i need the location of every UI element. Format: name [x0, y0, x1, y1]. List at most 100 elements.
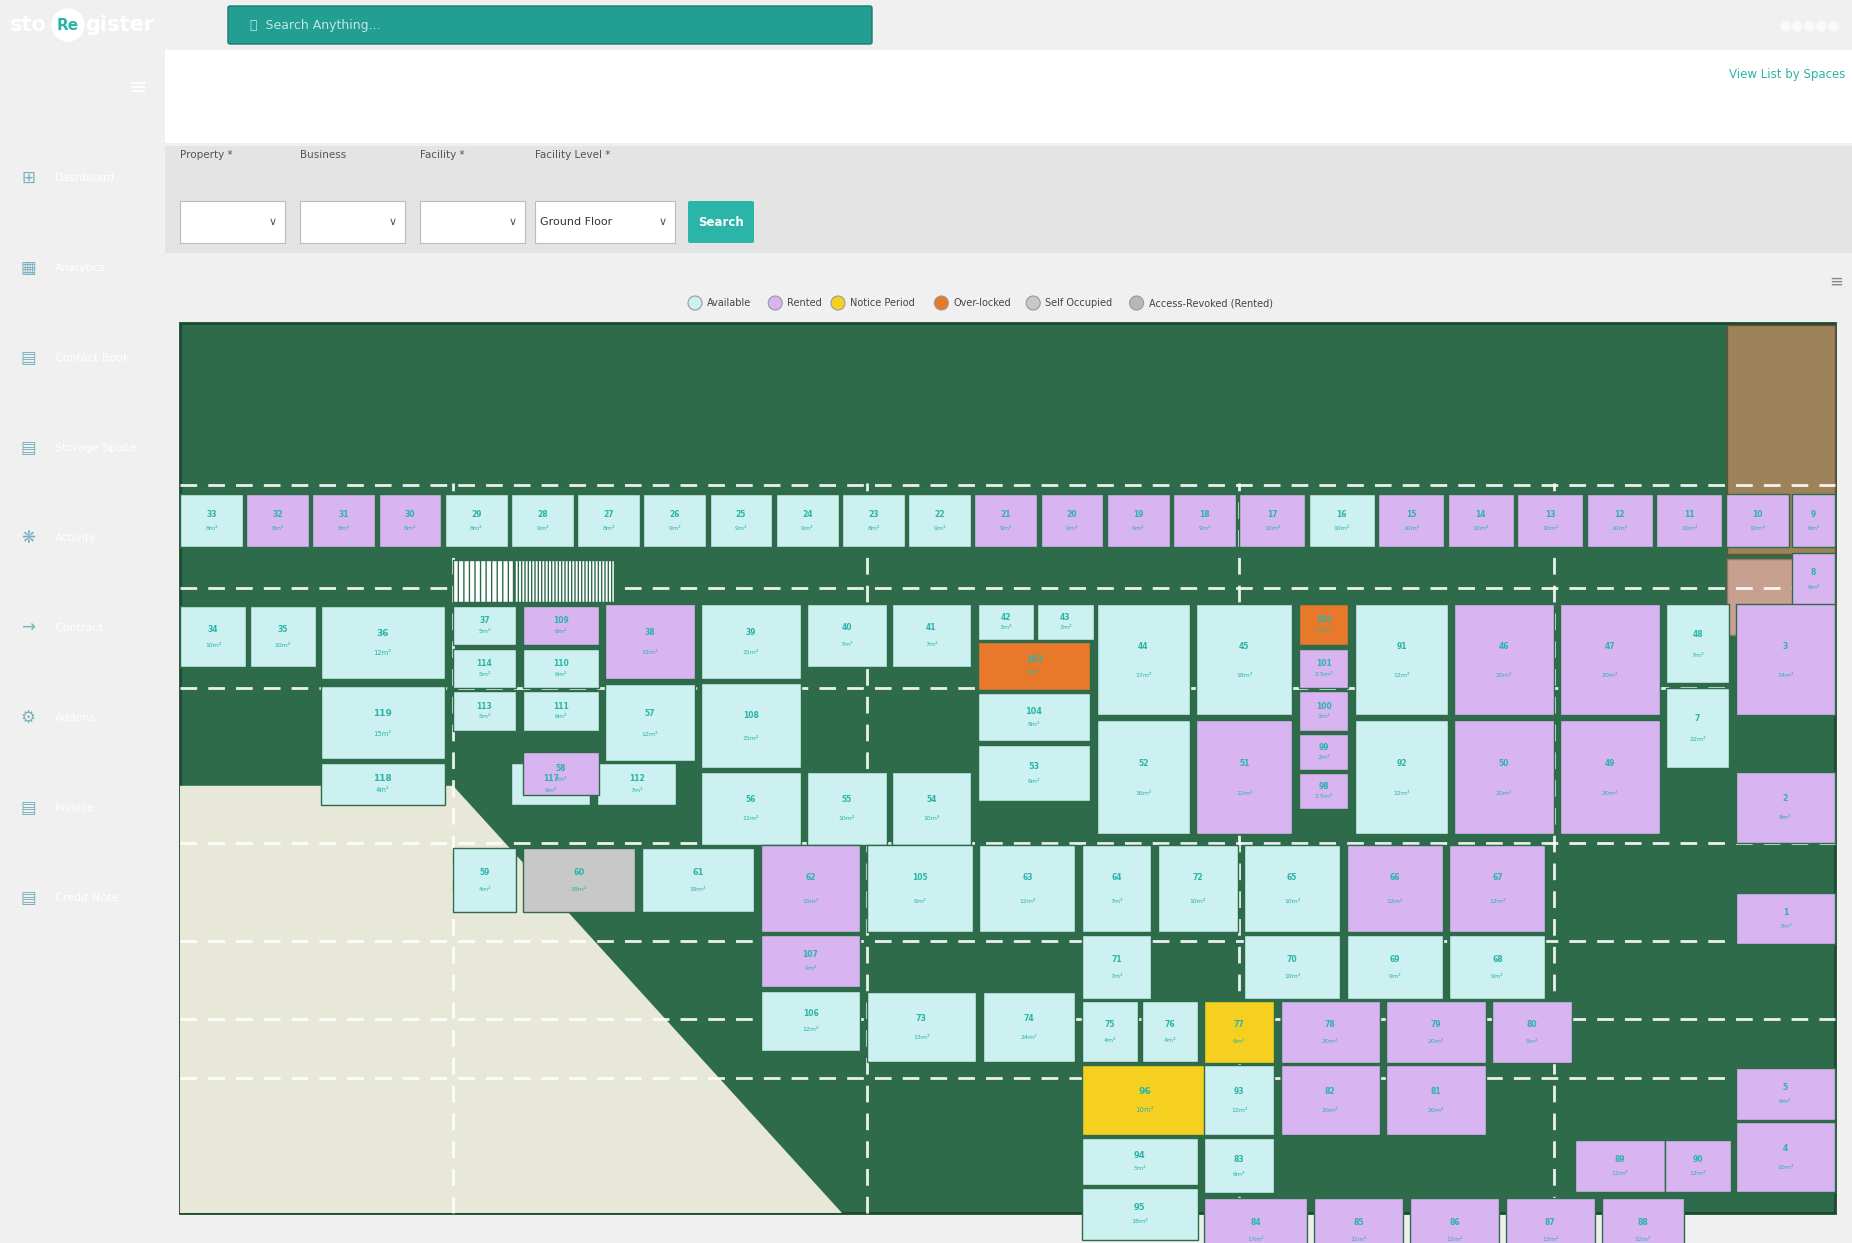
Text: 71: 71 — [1111, 955, 1122, 965]
Text: 9m²: 9m² — [913, 899, 926, 904]
Bar — [974, 493, 1037, 547]
Bar — [1387, 1001, 1485, 1064]
Text: 18m²: 18m² — [1235, 674, 1252, 679]
Bar — [1450, 844, 1545, 932]
Bar — [1239, 493, 1306, 547]
Text: 57: 57 — [644, 709, 656, 718]
Text: Rented: Rented — [787, 298, 822, 308]
Text: 8: 8 — [1811, 568, 1817, 578]
Text: 92: 92 — [1396, 758, 1408, 768]
Text: 9m²: 9m² — [800, 526, 813, 531]
Text: 66: 66 — [1389, 873, 1400, 883]
Text: 7m²: 7m² — [630, 788, 643, 793]
Text: 10m²: 10m² — [1333, 526, 1350, 531]
Text: 12m²: 12m² — [1235, 792, 1252, 797]
Bar — [606, 685, 694, 761]
Bar — [165, 145, 1852, 254]
Bar — [454, 607, 517, 645]
Bar — [807, 772, 887, 844]
Text: 10m²: 10m² — [1778, 1165, 1793, 1170]
Text: 8m²: 8m² — [404, 526, 417, 531]
Text: 8m²: 8m² — [1028, 670, 1041, 675]
Text: 50: 50 — [1498, 758, 1509, 768]
Text: ∨: ∨ — [659, 218, 667, 227]
Text: Contract: Contract — [56, 623, 104, 633]
Text: 56: 56 — [746, 794, 756, 804]
Text: 29: 29 — [470, 510, 482, 518]
Bar — [1735, 1068, 1835, 1120]
Bar — [1665, 1140, 1732, 1192]
Text: 15m²: 15m² — [374, 731, 393, 737]
Text: 9m²: 9m² — [1198, 526, 1211, 531]
Bar — [180, 607, 246, 666]
Text: 10m²: 10m² — [1283, 975, 1300, 979]
Bar — [1576, 1140, 1665, 1192]
Text: 103: 103 — [1026, 655, 1043, 664]
Bar — [761, 935, 859, 987]
Text: 6m²: 6m² — [554, 629, 567, 634]
Text: 54: 54 — [926, 794, 937, 804]
Bar — [454, 691, 517, 731]
Bar — [1356, 604, 1448, 715]
Bar — [1298, 735, 1348, 769]
Text: 90: 90 — [1693, 1155, 1702, 1165]
Text: 78: 78 — [1324, 1021, 1335, 1029]
Text: 14m²: 14m² — [1778, 674, 1793, 679]
Text: 5m²: 5m² — [478, 715, 491, 720]
Text: 72: 72 — [1193, 873, 1204, 883]
Bar — [1245, 935, 1341, 999]
Text: 5m²: 5m² — [478, 629, 491, 634]
Text: 4: 4 — [1783, 1144, 1787, 1154]
Bar — [978, 604, 1033, 640]
Text: 1: 1 — [1783, 907, 1787, 917]
Text: 6m²: 6m² — [1233, 1172, 1245, 1177]
Text: 59: 59 — [480, 868, 489, 878]
Bar — [1082, 1188, 1198, 1239]
Bar — [1506, 1198, 1595, 1243]
Circle shape — [1026, 296, 1041, 310]
Text: 24m²: 24m² — [1020, 1035, 1037, 1040]
Bar — [1313, 1198, 1404, 1243]
Text: Available: Available — [707, 298, 752, 308]
Bar — [1409, 1198, 1498, 1243]
Text: 6m²: 6m² — [1780, 1099, 1791, 1104]
Bar — [522, 691, 598, 731]
Text: 74: 74 — [1024, 1014, 1033, 1023]
Text: 17: 17 — [1267, 510, 1278, 518]
Text: 39: 39 — [746, 628, 756, 638]
FancyBboxPatch shape — [180, 201, 285, 242]
FancyBboxPatch shape — [535, 201, 674, 242]
Text: ▦: ▦ — [20, 259, 35, 277]
Text: 6m²: 6m² — [554, 715, 567, 720]
Text: 9m²: 9m² — [735, 526, 748, 531]
Bar — [1656, 493, 1722, 547]
Text: 42: 42 — [1000, 613, 1011, 623]
Text: 23: 23 — [869, 510, 878, 518]
Text: 12: 12 — [1615, 510, 1624, 518]
Text: 10m²: 10m² — [206, 643, 220, 648]
Text: 7m²: 7m² — [1111, 975, 1122, 979]
Text: Credit Note: Credit Note — [56, 892, 119, 902]
Bar — [1107, 493, 1170, 547]
Text: 21: 21 — [1000, 510, 1011, 518]
Bar — [454, 649, 517, 687]
Text: 91: 91 — [1396, 641, 1408, 650]
Text: 2.5m²: 2.5m² — [1315, 794, 1333, 799]
Text: 20m²: 20m² — [1322, 1039, 1339, 1044]
Text: 12m²: 12m² — [1611, 1171, 1628, 1176]
Bar — [1559, 604, 1659, 715]
Text: ∨: ∨ — [389, 218, 396, 227]
Text: 98: 98 — [1319, 782, 1330, 792]
Text: Facility *: Facility * — [420, 150, 465, 160]
Bar — [454, 559, 513, 603]
Text: 7m²: 7m² — [1780, 924, 1791, 929]
Bar — [1309, 493, 1374, 547]
Text: 2: 2 — [1783, 794, 1787, 803]
Text: 12m²: 12m² — [1635, 1237, 1652, 1242]
Text: 11m²: 11m² — [1350, 1237, 1367, 1242]
Text: 20m²: 20m² — [1428, 1039, 1445, 1044]
Text: 51: 51 — [1239, 758, 1250, 768]
Text: 110: 110 — [552, 659, 569, 669]
Text: 93: 93 — [1233, 1088, 1245, 1096]
Text: 20: 20 — [1067, 510, 1078, 518]
